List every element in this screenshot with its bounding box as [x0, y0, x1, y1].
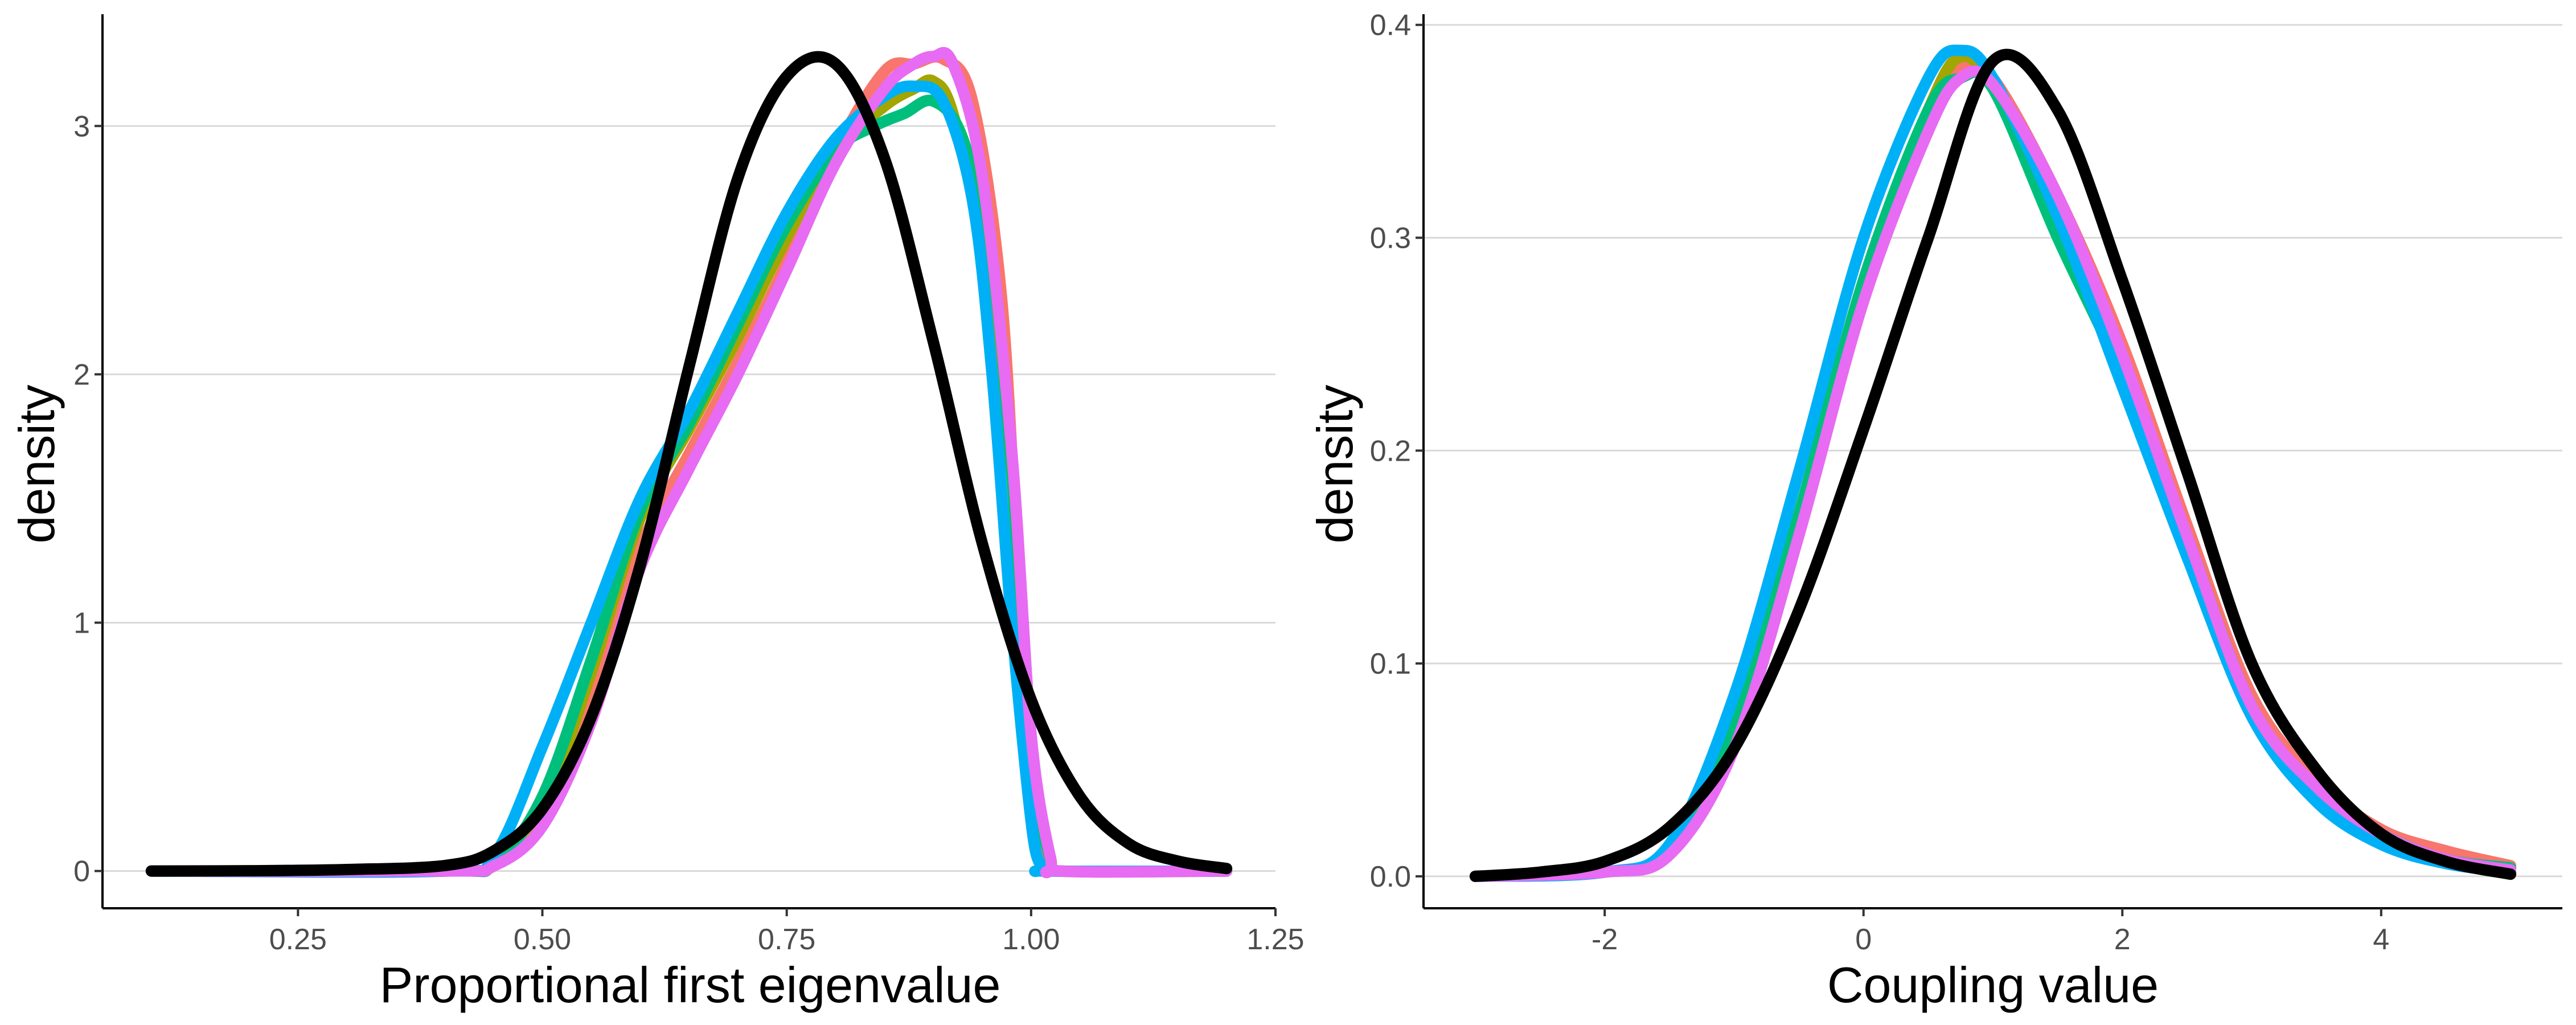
series-line [1469, 66, 2517, 882]
series-group [1469, 44, 2517, 882]
panel-coupling: 0.0 0.1 0.2 0.3 0.4 -2 0 2 4 Coupling value dens… [1307, 9, 2562, 1013]
x-tick-label: 0.75 [758, 923, 815, 956]
y-tick-label: 1 [73, 606, 90, 639]
x-tick-label: 1.25 [1246, 923, 1304, 956]
gridlines [102, 125, 1275, 872]
y-tick-label: 2 [73, 358, 90, 391]
y-axis-title: density [9, 385, 65, 544]
gridlines [1424, 24, 2562, 878]
series-line [1469, 65, 2517, 882]
series-group [145, 47, 1233, 879]
series-line [1469, 44, 2517, 882]
y-axis-title: density [1307, 385, 1363, 544]
series-line [1469, 50, 2517, 882]
series-line [145, 95, 1233, 878]
y-tick-label: 0.0 [1370, 860, 1411, 893]
series-line [1469, 57, 2517, 882]
x-tick-label: 2 [2114, 923, 2131, 956]
x-axis-title: Proportional first eigenvalue [380, 957, 1001, 1013]
axes [1422, 14, 2562, 909]
y-tick-label: 0.4 [1370, 9, 1411, 42]
series-line [1469, 48, 2517, 882]
x-tick-label: -2 [1591, 923, 1618, 956]
x-tick-label: 0.50 [514, 923, 571, 956]
y-tick-label: 0.3 [1370, 222, 1411, 255]
panel-eigenvalue: 0 1 2 3 0.25 0.50 0.75 1.00 1.25 Proportional fi… [9, 14, 1305, 1013]
y-tick-label: 3 [73, 110, 90, 143]
series-line [145, 51, 1233, 877]
x-tick-label: 4 [2373, 923, 2389, 956]
y-tick-label: 0.1 [1370, 647, 1411, 680]
series-line [145, 80, 1233, 878]
x-tick-label: 0.25 [269, 923, 327, 956]
x-tick-label: 0 [1855, 923, 1872, 956]
series-line [145, 47, 1233, 879]
y-tick-label: 0.2 [1370, 434, 1411, 468]
ticks: 0.0 0.1 0.2 0.3 0.4 -2 0 2 4 [1370, 9, 2390, 956]
ticks: 0 1 2 3 0.25 0.50 0.75 1.00 1.25 [73, 110, 1305, 956]
x-axis-title: Coupling value [1827, 957, 2159, 1013]
y-tick-label: 0 [73, 855, 90, 888]
x-tick-label: 1.00 [1002, 923, 1060, 956]
